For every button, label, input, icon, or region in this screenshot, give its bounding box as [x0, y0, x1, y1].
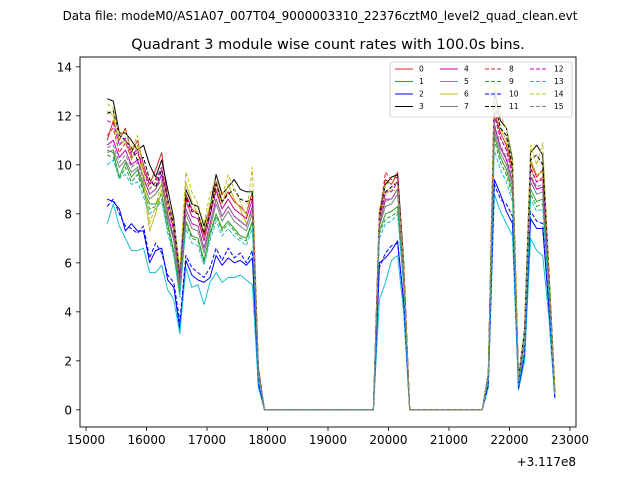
- x-tick-label: 23000: [551, 433, 589, 447]
- series-line-9: [107, 139, 556, 411]
- figure-suptitle: Data file: modeM0/AS1A07_007T04_90000033…: [63, 9, 578, 23]
- x-axis-offset-label: +3.117e8: [517, 455, 576, 469]
- y-tick-label: 12: [57, 109, 72, 123]
- series-line-4: [106, 125, 556, 411]
- y-tick-label: 4: [64, 305, 72, 319]
- legend-label-7: 7: [464, 102, 469, 111]
- legend-label-1: 1: [419, 77, 424, 86]
- series-line-15: [107, 122, 556, 411]
- legend-label-12: 12: [554, 65, 564, 74]
- legend-label-4: 4: [464, 65, 469, 74]
- x-tick-label: 19000: [309, 433, 347, 447]
- x-tick-label: 15000: [67, 433, 105, 447]
- legend-label-13: 13: [554, 77, 564, 86]
- legend-label-14: 14: [554, 90, 564, 99]
- legend-label-8: 8: [509, 65, 514, 74]
- x-tick-label: 18000: [248, 433, 286, 447]
- x-tick-label: 21000: [430, 433, 468, 447]
- series-line-11: [107, 100, 556, 411]
- y-axis: 0 2 4 6 8 10 12 14: [57, 60, 80, 417]
- series-line-3: [107, 90, 556, 411]
- x-tick-label: 20000: [369, 433, 407, 447]
- series-line-0: [106, 110, 556, 411]
- y-tick-label: 2: [64, 354, 72, 368]
- legend-label-2: 2: [419, 90, 424, 99]
- series-line-14: [106, 83, 556, 411]
- legend-label-15: 15: [554, 102, 564, 111]
- legend-box: [389, 61, 573, 118]
- legend-label-3: 3: [419, 102, 424, 111]
- x-tick-label: 22000: [490, 433, 528, 447]
- series-line-7: [107, 130, 556, 411]
- x-axis: 15000 16000 17000 18000 19000 20000 21000 22000…: [67, 427, 589, 447]
- x-tick-label: 17000: [188, 433, 226, 447]
- legend-label-6: 6: [464, 90, 469, 99]
- plot-lines: [106, 83, 556, 411]
- series-line-12: [107, 115, 556, 411]
- legend-label-11: 11: [509, 102, 519, 111]
- series-line-6: [106, 100, 556, 411]
- legend-label-10: 10: [509, 90, 519, 99]
- y-tick-label: 14: [57, 60, 72, 74]
- series-line-10: [106, 183, 556, 411]
- legend-label-9: 9: [509, 77, 514, 86]
- x-tick-label: 16000: [127, 433, 165, 447]
- y-tick-label: 10: [57, 158, 72, 172]
- series-line-5: [106, 193, 556, 411]
- y-tick-label: 0: [64, 403, 72, 417]
- legend-label-0: 0: [419, 65, 424, 74]
- y-tick-label: 8: [64, 207, 72, 221]
- series-line-2: [107, 179, 556, 411]
- y-tick-label: 6: [64, 256, 72, 270]
- series-line-13: [106, 149, 556, 411]
- chart-title: Quadrant 3 module wise count rates with …: [131, 37, 525, 53]
- legend-label-5: 5: [464, 77, 469, 86]
- series-line-1: [107, 134, 556, 411]
